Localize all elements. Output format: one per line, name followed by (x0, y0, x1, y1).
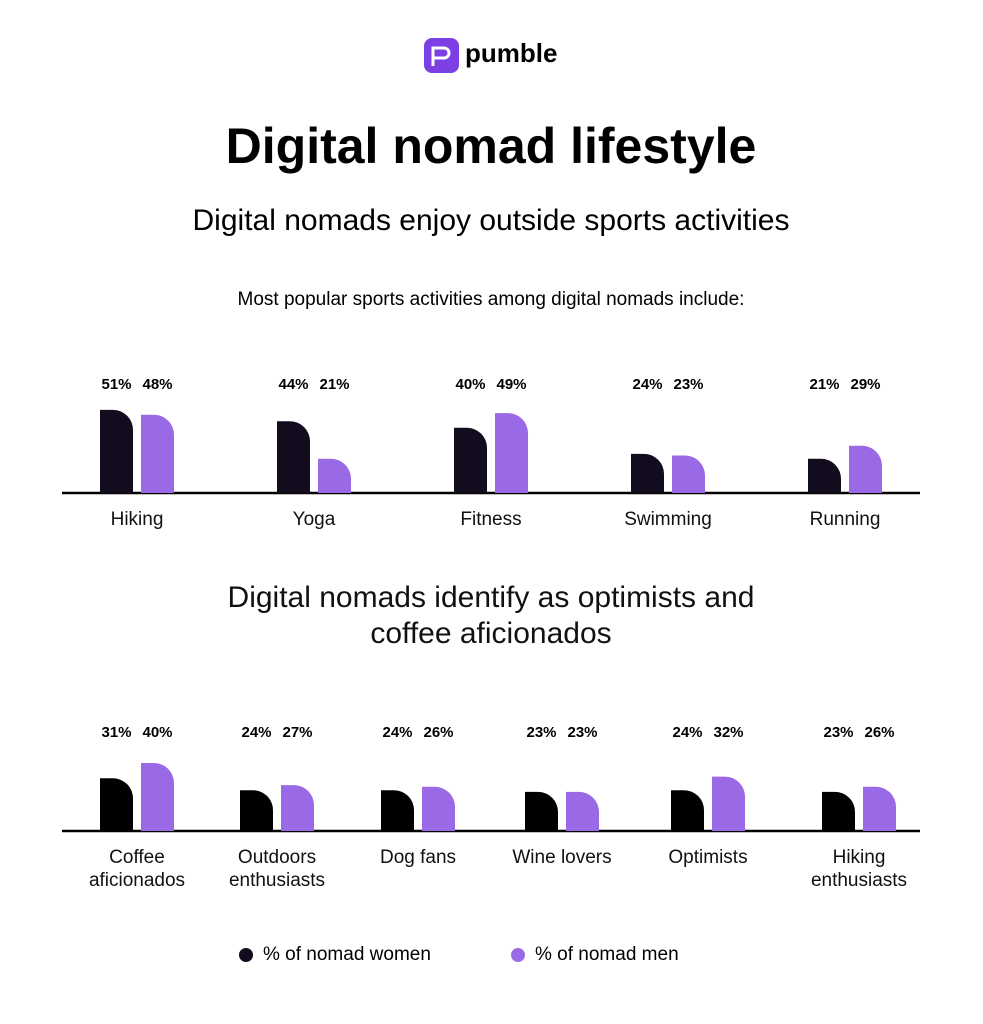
legend-marker (239, 948, 253, 962)
value-label: 26% (864, 724, 894, 741)
x-tick-label: Wine lovers (512, 847, 612, 868)
value-label: 23% (526, 724, 556, 741)
bar (277, 421, 310, 493)
x-tick-label: Hiking enthusiasts (810, 847, 908, 891)
bar (240, 790, 273, 831)
value-label: 32% (713, 724, 743, 741)
value-label: 29% (850, 376, 880, 393)
bar (808, 458, 841, 493)
x-tick-label: Swimming (624, 509, 712, 530)
value-label: 40% (455, 376, 485, 393)
value-label: 40% (142, 724, 172, 741)
bar (671, 790, 704, 831)
value-label: 23% (567, 724, 597, 741)
bar (141, 763, 174, 831)
value-label: 26% (423, 724, 453, 741)
value-label: 49% (496, 376, 526, 393)
bar (100, 409, 133, 493)
bar (672, 455, 705, 493)
value-label: 24% (632, 376, 662, 393)
bar (525, 791, 558, 831)
x-tick-label: Yoga (292, 509, 336, 530)
logo-icon (424, 38, 459, 73)
chart-title: Digital nomads enjoy outside sports acti… (193, 204, 790, 237)
legend-marker (511, 948, 525, 962)
bar (454, 427, 487, 493)
x-tick-label: Hiking (110, 509, 164, 530)
bar (281, 785, 314, 831)
bar (422, 786, 455, 831)
bar (495, 413, 528, 493)
value-label: 24% (382, 724, 412, 741)
x-tick-label: Optimists (668, 847, 748, 868)
bar (381, 790, 414, 831)
value-label: 23% (823, 724, 853, 741)
bar (822, 791, 855, 831)
value-label: 21% (319, 376, 349, 393)
bar (712, 776, 745, 831)
logo-text: pumble (465, 38, 557, 68)
value-label: 31% (101, 724, 131, 741)
value-label: 23% (673, 376, 703, 393)
value-label: 24% (672, 724, 702, 741)
value-label: 51% (101, 376, 131, 393)
bar (631, 453, 664, 493)
x-tick-label: Coffee aficionados (88, 847, 186, 891)
bar (863, 786, 896, 831)
logo-glyph (431, 46, 451, 66)
bar (566, 791, 599, 831)
legend-label: % of nomad women (263, 944, 431, 965)
page-title: Digital nomad lifestyle (226, 118, 757, 174)
bar (318, 458, 352, 493)
value-label: 48% (142, 376, 172, 393)
bar (849, 445, 882, 493)
legend-label: % of nomad men (535, 944, 679, 965)
value-label: 24% (241, 724, 271, 741)
value-label: 27% (282, 724, 312, 741)
bar (100, 778, 133, 831)
value-label: 44% (278, 376, 308, 393)
x-tick-label: Fitness (460, 509, 522, 530)
x-tick-label: Running (809, 509, 881, 530)
x-tick-label: Dog fans (379, 847, 457, 868)
bar (141, 414, 174, 493)
value-label: 21% (809, 376, 839, 393)
chart-title: Digital nomads identify as optimists and… (227, 581, 755, 650)
x-tick-label: Outdoors enthusiasts (228, 847, 326, 891)
chart-subtitle: Most popular sports activities among dig… (238, 289, 745, 310)
